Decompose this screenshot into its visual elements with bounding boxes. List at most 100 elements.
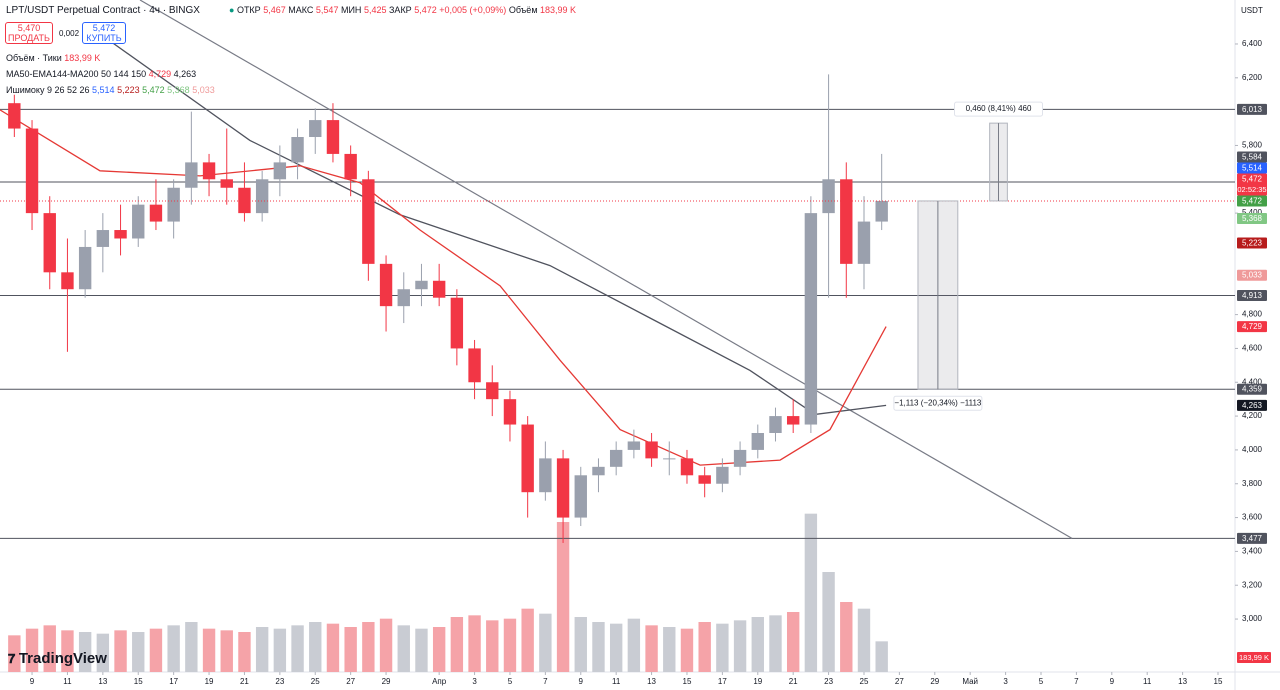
candle-body xyxy=(698,475,711,484)
volume-bar xyxy=(733,620,747,672)
price-tag-label: 5,584 xyxy=(1242,152,1263,161)
x-tick-label: 13 xyxy=(647,677,656,686)
volume-bar xyxy=(698,622,711,672)
price-tag-label: 4,263 xyxy=(1242,401,1263,410)
price-tag-label: 4,729 xyxy=(1242,322,1263,331)
candle-body xyxy=(822,179,835,214)
volume-key: Объём xyxy=(508,5,538,15)
candle-body xyxy=(43,213,56,273)
indicator-row[interactable]: Ишимоку 9 26 52 26 5,514 5,223 5,472 5,3… xyxy=(6,82,215,98)
candle-body xyxy=(857,221,871,264)
stat-key: МАКС xyxy=(288,5,314,15)
x-tick-label: 25 xyxy=(311,677,320,686)
candle-body xyxy=(61,272,74,290)
stat-value: 5,425 xyxy=(363,5,387,15)
x-tick-label: 23 xyxy=(824,677,833,686)
y-tick-label: 6,200 xyxy=(1242,73,1263,82)
volume-bar xyxy=(539,613,552,672)
candle-body xyxy=(468,348,481,383)
x-tick-label: 9 xyxy=(579,677,584,686)
sell-button[interactable]: 5,470 ПРОДАТЬ xyxy=(5,22,53,44)
stats: ● ОТКР 5,467 МАКС 5,547 МИН 5,425 ЗАКР 5… xyxy=(229,5,577,15)
price-tag-label: 6,013 xyxy=(1242,105,1263,114)
indicator-line xyxy=(94,29,887,416)
price-tag xyxy=(1237,237,1267,249)
x-tick-label: 15 xyxy=(683,677,692,686)
volume-bar xyxy=(556,522,570,672)
candle-body xyxy=(503,399,517,425)
volume-bar xyxy=(238,632,251,672)
indicator-value: 4,263 xyxy=(173,69,197,79)
x-tick-label: 13 xyxy=(1178,677,1187,686)
volume-bar xyxy=(61,630,74,672)
volume-tag-label: 183,99 K xyxy=(1239,653,1269,662)
candle-body xyxy=(751,433,764,450)
volume-bar xyxy=(432,627,446,672)
buy-button[interactable]: 5,472 КУПИТЬ xyxy=(82,22,126,44)
candle-body xyxy=(645,441,658,459)
price-tag-label: 5,223 xyxy=(1242,238,1263,247)
volume-bar xyxy=(415,628,428,672)
volume-value: 183,99 K xyxy=(540,5,577,15)
x-tick-label: 5 xyxy=(1039,677,1044,686)
candle-body xyxy=(379,263,393,307)
candle-body xyxy=(8,103,21,129)
x-tick-label: 9 xyxy=(1110,677,1115,686)
volume-bar xyxy=(326,623,340,672)
volume-bar xyxy=(857,608,871,672)
candle-body xyxy=(185,162,198,188)
x-tick-label: 9 xyxy=(30,677,35,686)
candle-body xyxy=(627,441,641,450)
x-tick-label: Май xyxy=(962,677,978,686)
price-tag xyxy=(1237,321,1267,333)
volume-bar xyxy=(185,622,198,672)
volume-bar xyxy=(769,615,782,672)
candle-body xyxy=(238,187,251,214)
volume-bar xyxy=(344,627,357,672)
volume-bar xyxy=(255,627,269,672)
volume-bar xyxy=(397,625,410,672)
volume-bar xyxy=(503,618,517,672)
price-tag xyxy=(1237,103,1267,115)
volume-bar xyxy=(202,628,216,672)
price-tag-label: 4,913 xyxy=(1242,291,1263,300)
price-tag xyxy=(1237,269,1267,281)
x-tick-label: 17 xyxy=(169,677,178,686)
spread: 0,002 xyxy=(59,29,80,38)
candle-body xyxy=(202,162,216,180)
candle-body xyxy=(344,153,357,180)
volume-bar xyxy=(362,622,375,672)
y-tick-label: 5,800 xyxy=(1242,141,1263,150)
x-tick-label: 25 xyxy=(860,677,869,686)
x-tick-label: 3 xyxy=(472,677,477,686)
y-tick-label: 6,400 xyxy=(1242,39,1263,48)
volume-bar xyxy=(96,633,110,672)
candle-body xyxy=(273,162,287,180)
x-tick-label: 15 xyxy=(134,677,143,686)
volume-bar xyxy=(645,625,658,672)
candle-body xyxy=(255,179,269,214)
symbol[interactable]: LPT/USDT Perpetual Contract · 4ч · BINGX xyxy=(6,5,200,16)
x-tick-label: 11 xyxy=(1143,677,1152,686)
y-tick-label: 4,800 xyxy=(1242,310,1263,319)
volume-bar xyxy=(273,628,287,672)
x-tick-label: 21 xyxy=(789,677,798,686)
candle-body xyxy=(716,466,729,484)
trend-line xyxy=(139,0,1073,539)
candle-body xyxy=(804,213,818,425)
indicator-row[interactable]: Объём · Тики 183,99 K xyxy=(6,50,215,66)
indicator-title: Ишимоку 9 26 52 26 xyxy=(6,85,90,95)
brand: 𝟕 TradingView xyxy=(8,650,107,667)
indicator-value: 5,472 xyxy=(142,85,165,95)
volume-bar xyxy=(220,630,233,672)
indicator-value: 5,514 xyxy=(92,85,115,95)
x-tick-label: 29 xyxy=(382,677,391,686)
currency[interactable]: USDT xyxy=(1241,6,1263,15)
x-tick-label: 21 xyxy=(240,677,249,686)
candle-body xyxy=(309,120,322,138)
candle-body xyxy=(220,179,233,188)
indicator-value: 5,223 xyxy=(117,85,140,95)
indicator-row[interactable]: MA50-EMA144-MA200 50 144 150 4,729 4,263 xyxy=(6,66,215,82)
volume-bar xyxy=(804,513,818,672)
